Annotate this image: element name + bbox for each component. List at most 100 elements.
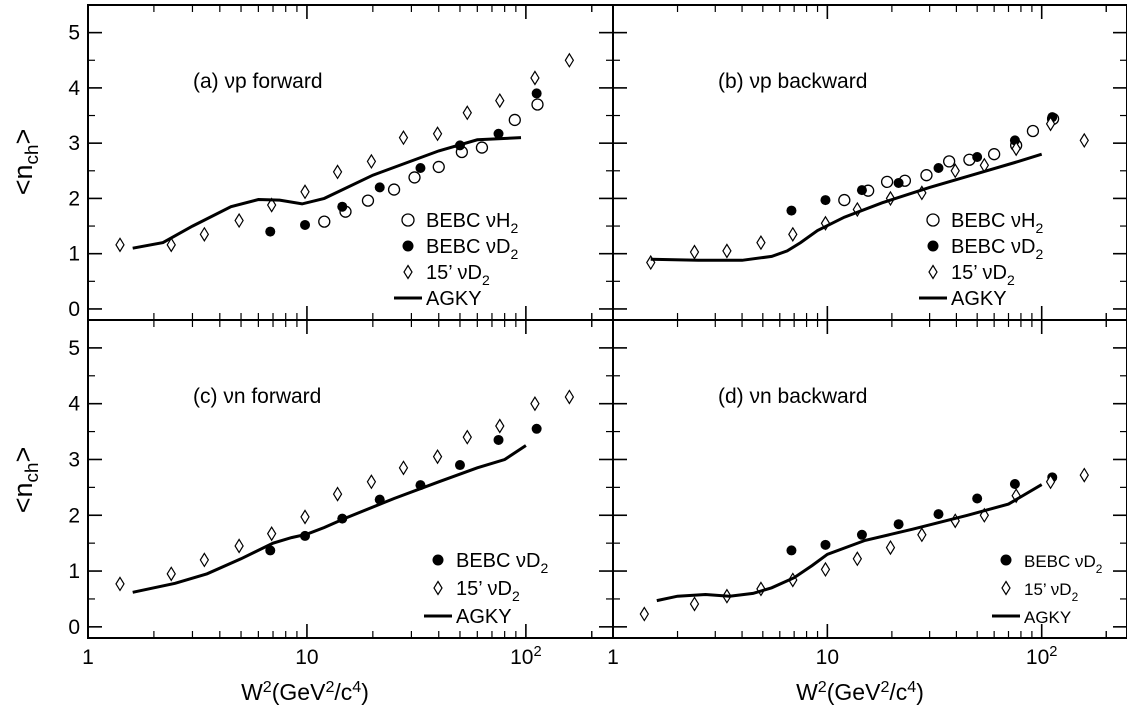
- data-point-filled-circle: [933, 509, 944, 520]
- legend-open-diamond-symbol: [928, 264, 938, 280]
- data-point-open-diamond: [332, 164, 343, 180]
- data-point-open-diamond: [1011, 141, 1021, 157]
- legend-open-diamond-symbol: [433, 580, 443, 596]
- data-point-open-diamond: [332, 486, 343, 502]
- y-tick-label: 5: [68, 22, 80, 45]
- agky-curve: [132, 444, 527, 594]
- data-point-open-diamond: [166, 237, 176, 253]
- x-axis-title-right: W2(GeV2/c4): [796, 678, 924, 705]
- data-point-open-diamond: [366, 474, 377, 490]
- x-tick-label: 1: [82, 646, 94, 669]
- data-point-open-diamond: [266, 197, 277, 213]
- y-tick-label: 0: [68, 298, 80, 321]
- legend-label: AGKY: [426, 288, 482, 310]
- legend-filled-circle-symbol: [432, 554, 444, 566]
- data-point-open-diamond: [564, 52, 575, 68]
- data-point-open-diamond: [166, 566, 176, 582]
- y-tick-label: 5: [68, 337, 80, 360]
- data-point-open-circle: [531, 98, 544, 111]
- y-tick-label: 2: [68, 504, 80, 527]
- data-point-filled-circle: [374, 182, 385, 193]
- data-point-open-diamond: [266, 526, 277, 542]
- panel-label: (d) νn backward: [718, 385, 867, 408]
- data-point-open-diamond: [432, 126, 443, 142]
- data-point-filled-circle: [493, 128, 504, 139]
- y-tick-label: 2: [68, 187, 80, 210]
- data-point-filled-circle: [531, 423, 542, 434]
- data-point-open-diamond: [366, 153, 377, 170]
- agky-curve: [656, 483, 1043, 603]
- y-axis-title-bottom: <nch>: [8, 447, 43, 514]
- legend-label: BEBC νD2: [426, 236, 518, 262]
- data-point-open-circle: [508, 113, 521, 127]
- legend-label: 15’ νD2: [426, 262, 490, 288]
- legend-label: 15’ νD2: [1024, 580, 1079, 604]
- data-point-open-diamond: [852, 551, 863, 567]
- data-point-open-diamond: [820, 561, 831, 578]
- y-tick-label: 1: [68, 560, 80, 583]
- data-point-open-diamond: [722, 243, 732, 259]
- data-point-open-circle: [432, 160, 445, 174]
- data-point-open-diamond: [199, 226, 210, 242]
- panel-label: (a) νp forward: [193, 70, 323, 93]
- data-point-filled-circle: [337, 201, 348, 212]
- panel-frame: [87, 4, 614, 321]
- data-point-open-circle: [361, 194, 375, 207]
- data-point-open-circle: [987, 148, 1001, 161]
- data-point-open-diamond: [300, 509, 310, 525]
- data-point-filled-circle: [786, 205, 797, 216]
- legend-label: BEBC νH2: [426, 210, 518, 236]
- y-tick-label: 4: [68, 77, 80, 100]
- legend-label: AGKY: [456, 606, 512, 628]
- data-point-open-diamond: [234, 212, 244, 229]
- data-point-filled-circle: [1009, 135, 1020, 146]
- data-point-filled-circle: [300, 219, 311, 230]
- data-point-open-diamond: [689, 596, 700, 612]
- data-point-open-diamond: [115, 576, 125, 592]
- data-point-filled-circle: [531, 88, 542, 99]
- data-point-open-circle: [387, 183, 401, 196]
- y-tick-label: 3: [68, 132, 80, 155]
- data-point-filled-circle: [454, 460, 465, 471]
- legend-filled-circle-symbol: [1000, 554, 1012, 566]
- data-point-filled-circle: [415, 163, 426, 174]
- legend-open-diamond-symbol: [403, 264, 413, 280]
- data-point-open-diamond: [398, 460, 409, 476]
- legend-open-circle-symbol: [926, 213, 940, 227]
- y-tick-label: 3: [68, 448, 80, 471]
- y-tick-label: 1: [68, 243, 80, 266]
- data-point-open-diamond: [234, 538, 244, 554]
- legend-label: BEBC νH2: [951, 210, 1043, 236]
- data-point-open-circle: [880, 175, 894, 188]
- legend-filled-circle-symbol: [402, 240, 414, 252]
- data-point-open-diamond: [300, 184, 310, 200]
- data-point-filled-circle: [1009, 479, 1020, 490]
- panel-frame: [612, 4, 1127, 321]
- x-tick-label: 10: [295, 646, 318, 669]
- data-point-open-diamond: [530, 70, 540, 86]
- panel-label: (c) νn forward: [193, 385, 321, 408]
- legend-open-diamond-symbol: [1001, 580, 1011, 596]
- data-point-open-circle: [838, 193, 851, 207]
- legend-label: 15’ νD2: [951, 262, 1015, 288]
- data-point-open-diamond: [432, 449, 443, 465]
- legend-filled-circle-symbol: [927, 240, 939, 252]
- data-point-filled-circle: [493, 434, 504, 445]
- panel-frame: [612, 319, 1127, 639]
- data-point-filled-circle: [820, 539, 831, 550]
- data-point-filled-circle: [265, 545, 276, 556]
- y-tick-label: 0: [68, 616, 80, 639]
- data-point-open-diamond: [495, 418, 505, 434]
- data-point-open-diamond: [950, 163, 960, 179]
- agky-curve: [132, 136, 522, 250]
- legend-label: 15’ νD2: [456, 578, 520, 604]
- data-point-open-diamond: [885, 539, 896, 556]
- data-point-open-circle: [920, 169, 933, 182]
- data-point-filled-circle: [972, 493, 983, 504]
